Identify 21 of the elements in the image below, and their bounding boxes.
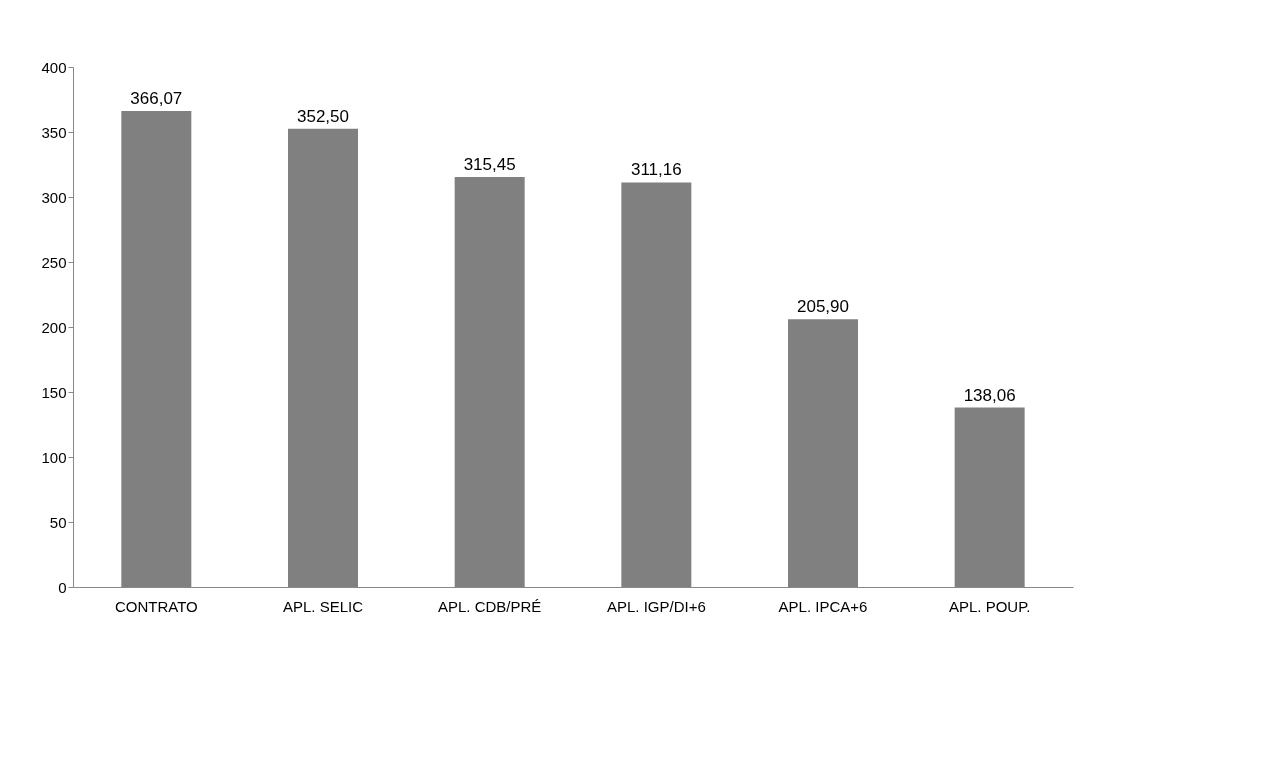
y-tick-label: 150 [41,383,67,401]
data-label: 366,07 [130,89,183,109]
y-tick-label: 350 [41,123,67,141]
y-tick-label: 200 [41,318,67,336]
x-tick-label: APL. CDB/PRÉ [437,597,542,615]
data-label: 138,06 [963,385,1016,405]
y-tick-label: 250 [41,253,67,271]
y-tick-label: 300 [41,188,67,206]
x-tick-label: CONTRATO [114,597,198,615]
y-tick-label: 100 [41,448,67,466]
y-tick-label: 50 [49,513,67,531]
data-label: 352,50 [297,106,349,126]
y-tick-label: 0 [58,578,67,596]
data-label: 205,90 [797,297,849,317]
y-tick-label: 400 [41,58,67,76]
x-tick-label: APL. SELIC [282,597,364,615]
x-tick-label: APL. IGP/DI+6 [606,597,706,615]
data-label: 311,16 [630,160,682,180]
x-tick-label: APL. IPCA+6 [778,597,868,615]
data-label: 315,45 [463,154,516,174]
x-tick-label: APL. POUP. [948,597,1031,615]
